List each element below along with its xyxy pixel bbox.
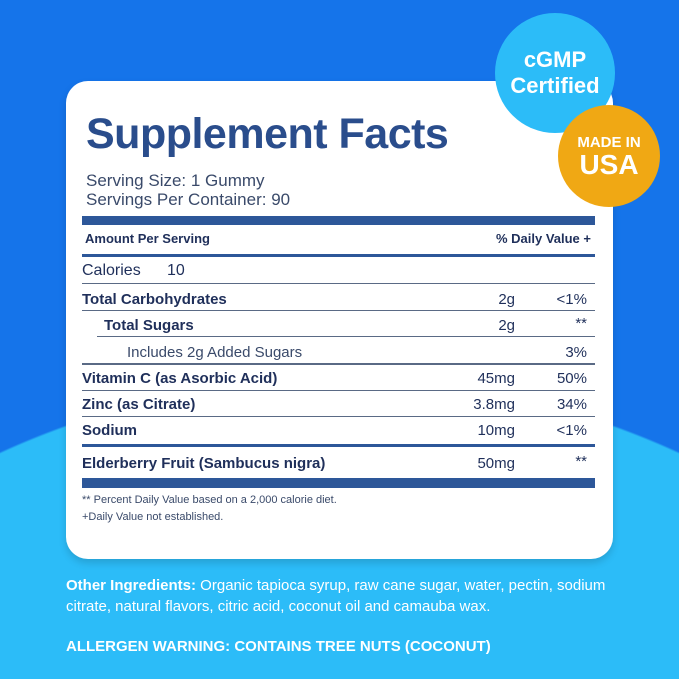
- amount-per-serving-header: Amount Per Serving: [85, 231, 210, 246]
- calories-value: 10: [167, 262, 185, 279]
- row-divider: [82, 310, 595, 311]
- row-amount: 50mg: [477, 455, 515, 472]
- footnote-daily-value: ** Percent Daily Value based on a 2,000 …: [82, 494, 337, 506]
- divider-thick: [82, 216, 595, 225]
- row-amount: 2g: [498, 291, 515, 308]
- row-name: Total Carbohydrates: [82, 291, 227, 308]
- row-dv: <1%: [556, 291, 587, 308]
- serving-size: Serving Size: 1 Gummy: [86, 171, 265, 190]
- footnote-not-established: +Daily Value not established.: [82, 511, 224, 523]
- made-in-usa-badge: MADE IN USA: [558, 105, 660, 207]
- badge-text: Certified: [510, 73, 600, 98]
- row-divider: [82, 283, 595, 284]
- other-ingredients: Other Ingredients: Organic tapioca syrup…: [66, 575, 626, 617]
- row-name: Total Sugars: [104, 317, 194, 334]
- other-ingredients-label: Other Ingredients:: [66, 577, 197, 594]
- row-name: Vitamin C (as Asorbic Acid): [82, 370, 278, 387]
- row-dv: **: [575, 315, 587, 332]
- row-amount: 45mg: [477, 370, 515, 387]
- row-dv: **: [575, 453, 587, 470]
- row-amount: 2g: [498, 317, 515, 334]
- other-ingredients-text: Organic tapioca syrup, raw cane sugar, w…: [66, 577, 606, 615]
- badge-text: MADE IN: [577, 133, 641, 151]
- row-amount: 3.8mg: [473, 396, 515, 413]
- badge-text: USA: [579, 148, 639, 180]
- row-dv: 50%: [556, 370, 587, 387]
- row-divider: [82, 390, 595, 391]
- row-amount: 10mg: [477, 422, 515, 439]
- row-divider: [82, 363, 595, 365]
- row-divider: [82, 416, 595, 417]
- row-dv: 3%: [565, 344, 587, 361]
- servings-per-container: Servings Per Container: 90: [86, 190, 291, 209]
- row-dv: <1%: [556, 422, 587, 439]
- row-name: Zinc (as Citrate): [82, 396, 196, 413]
- row-name: Includes 2g Added Sugars: [127, 344, 303, 361]
- daily-value-header: % Daily Value +: [495, 231, 591, 246]
- page-title: Supplement Facts: [86, 110, 449, 158]
- row-divider: [97, 336, 595, 337]
- divider: [82, 444, 595, 447]
- row-dv: 34%: [556, 396, 587, 413]
- divider: [82, 254, 595, 257]
- badge-text: cGMP: [523, 47, 587, 72]
- allergen-warning: ALLERGEN WARNING: CONTAINS TREE NUTS (CO…: [66, 638, 491, 655]
- row-name: Elderberry Fruit (Sambucus nigra): [82, 455, 326, 472]
- row-name: Sodium: [82, 422, 137, 439]
- divider-thick: [82, 478, 595, 488]
- calories-label: Calories: [82, 262, 141, 279]
